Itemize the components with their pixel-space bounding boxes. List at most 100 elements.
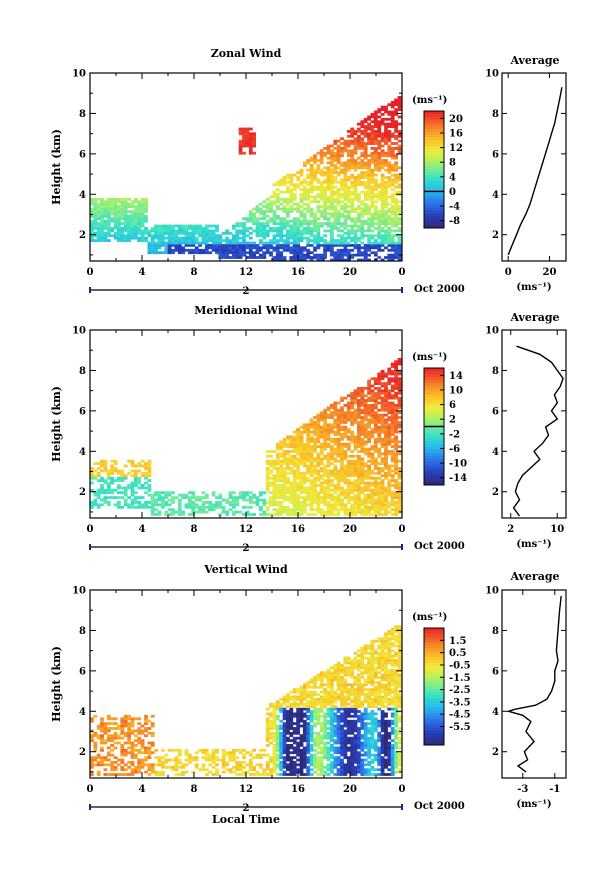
heatmap-cell: [380, 190, 385, 194]
heatmap-cell: [387, 176, 392, 179]
heatmap-cell: [292, 705, 297, 708]
heatmap-cell: [147, 741, 152, 745]
heatmap-cell: [367, 496, 371, 499]
heatmap-cell: [296, 505, 300, 509]
heatmap-cell: [387, 428, 392, 431]
heatmap-cell: [100, 488, 104, 492]
heatmap-cell: [357, 127, 361, 131]
heatmap-cell: [363, 474, 368, 478]
colorbar-swatch: [424, 435, 444, 439]
heatmap-cell: [279, 459, 284, 463]
heatmap-cell: [357, 178, 361, 182]
heatmap-cell: [390, 168, 395, 172]
heatmap-cell: [262, 501, 267, 504]
colorbar-swatch: [424, 429, 444, 433]
heatmap-cell: [330, 428, 334, 431]
heatmap-cell: [164, 236, 169, 240]
heatmap-cell: [120, 200, 125, 204]
heatmap-cell: [306, 459, 311, 463]
heatmap-cell: [120, 496, 125, 499]
heatmap-cell: [201, 748, 206, 752]
heatmap-cell: [367, 459, 371, 463]
heatmap-cell: [336, 180, 341, 184]
heatmap-cell: [299, 761, 304, 764]
heatmap-cell: [130, 748, 135, 752]
heatmap-cell: [279, 244, 284, 247]
heatmap-cell: [394, 447, 398, 451]
heatmap-cell: [106, 207, 111, 211]
heatmap-cell: [350, 200, 355, 204]
heatmap-cell: [346, 212, 351, 216]
heatmap-cell: [286, 751, 290, 755]
heatmap-cell: [336, 430, 341, 434]
heatmap-cell: [326, 241, 331, 245]
heatmap-cell: [150, 244, 155, 247]
heatmap-cell: [353, 222, 358, 225]
heatmap-cell: [357, 501, 361, 504]
heatmap-cell: [167, 251, 172, 255]
heatmap-cell: [296, 727, 300, 730]
heatmap-cell: [377, 161, 382, 165]
heatmap-cell: [228, 503, 233, 507]
heatmap-cell: [127, 751, 131, 755]
heatmap-cell: [296, 763, 300, 767]
heatmap-cell: [397, 185, 402, 189]
heatmap-cell: [201, 503, 206, 507]
heatmap-cell: [377, 408, 382, 412]
heatmap-cell: [181, 248, 186, 252]
heatmap-cell: [123, 476, 128, 480]
heatmap-cell: [384, 217, 388, 221]
heatmap-cell: [140, 217, 145, 221]
heatmap-cell: [120, 469, 125, 473]
heatmap-cell: [333, 488, 338, 492]
heatmap-cell: [340, 442, 344, 446]
heatmap-cell: [262, 770, 267, 774]
heatmap-cell: [346, 471, 351, 475]
heatmap-cell: [174, 496, 179, 499]
heatmap-cell: [265, 197, 270, 201]
heatmap-cell: [326, 183, 331, 187]
heatmap-cell: [350, 244, 355, 247]
heatmap-cell: [336, 188, 341, 191]
heatmap-cell: [269, 219, 273, 223]
heatmap-cell: [299, 714, 304, 718]
heatmap-cell: [292, 722, 297, 725]
heatmap-cell: [319, 214, 324, 218]
heatmap-cell: [330, 176, 334, 179]
heatmap-cell: [130, 741, 135, 745]
heatmap-cell: [306, 469, 311, 473]
heatmap-cell: [363, 450, 368, 453]
heatmap-cell: [380, 384, 385, 388]
heatmap-cell: [363, 440, 368, 444]
heatmap-cell: [282, 180, 287, 184]
heatmap-cell: [167, 758, 172, 762]
heatmap-cell: [373, 210, 378, 213]
heatmap-cell: [306, 452, 311, 456]
heatmap-cell: [336, 147, 341, 150]
heatmap-cell: [225, 236, 229, 240]
heatmap-cell: [346, 479, 351, 482]
heatmap-cell: [390, 423, 395, 427]
heatmap-cell: [137, 751, 142, 755]
heatmap-cell: [177, 248, 182, 252]
heatmap-cell: [164, 765, 169, 769]
heatmap-cell: [323, 193, 327, 196]
heatmap-cell: [272, 183, 277, 187]
heatmap-cell: [208, 234, 213, 238]
heatmap-cell: [198, 498, 202, 502]
heatmap-cell: [336, 447, 341, 451]
heatmap-cell: [275, 484, 280, 487]
heatmap-cell: [228, 256, 233, 259]
heatmap-cell: [113, 746, 118, 750]
heatmap-cell: [330, 481, 334, 485]
heatmap-cell: [373, 132, 378, 136]
heatmap-cell: [302, 722, 307, 725]
heatmap-cell: [225, 248, 229, 252]
heatmap-cell: [272, 748, 277, 752]
heatmap-cell: [306, 433, 311, 436]
heatmap-cell: [188, 503, 192, 507]
heatmap-cell: [306, 236, 311, 240]
heatmap-cell: [350, 217, 355, 221]
heatmap-cell: [367, 227, 371, 230]
heatmap-cell: [384, 433, 388, 436]
